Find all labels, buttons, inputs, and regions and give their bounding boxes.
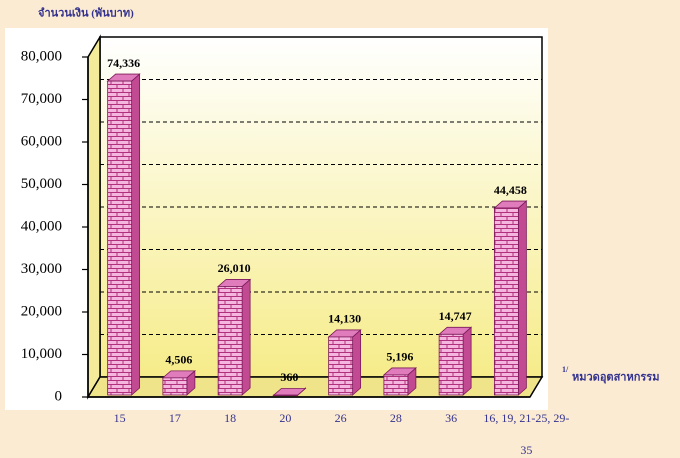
y-tick-label: 40,000 (21, 218, 62, 234)
value-label: 14,747 (439, 309, 472, 323)
x-axis-note: 1/ (562, 365, 569, 374)
y-tick-label: 60,000 (21, 133, 62, 149)
bar (107, 80, 133, 396)
bar (493, 207, 519, 396)
y-tick-label: 0 (55, 388, 63, 404)
bar-side (352, 329, 362, 396)
value-label: 5,196 (386, 350, 413, 364)
x-tick-label: 36 (445, 411, 458, 425)
value-label: 74,336 (107, 56, 140, 70)
bar (328, 336, 354, 396)
bar-side (462, 326, 472, 396)
bar-side (517, 200, 527, 396)
y-tick-label: 70,000 (21, 91, 62, 107)
bar-side (131, 73, 141, 396)
y-tick-label: 10,000 (21, 346, 62, 362)
y-axis-label: จำนวนเงิน (พันบาท) (38, 7, 134, 20)
y-tick-label: 30,000 (21, 261, 62, 277)
y-tick-label: 80,000 (21, 48, 62, 64)
bar (162, 377, 188, 396)
value-label: 14,130 (328, 312, 361, 326)
value-label: 360 (280, 370, 298, 384)
x-tick-label: 28 (389, 411, 402, 425)
bar (217, 286, 243, 396)
x-tick-label: 20 (279, 411, 292, 425)
bar (383, 374, 409, 396)
x-tick-label: 26 (334, 411, 347, 425)
value-label: 4,506 (165, 353, 192, 367)
bar (438, 333, 464, 396)
y-tick-label: 50,000 (21, 176, 62, 192)
value-label: 26,010 (218, 261, 251, 275)
x-tick-label: 16, 19, 21-25, 29-35 (483, 411, 570, 457)
side-wall (87, 34, 101, 400)
bar-side (241, 278, 251, 396)
x-tick-label: 15 (113, 411, 126, 425)
y-tick-label: 20,000 (21, 303, 62, 319)
floor (86, 376, 544, 398)
x-axis-label: หมวดอุตสาหกรรม (572, 372, 659, 385)
x-tick-label: 18 (224, 411, 237, 425)
value-label: 44,458 (494, 183, 527, 197)
x-tick-label: 17 (168, 411, 181, 425)
